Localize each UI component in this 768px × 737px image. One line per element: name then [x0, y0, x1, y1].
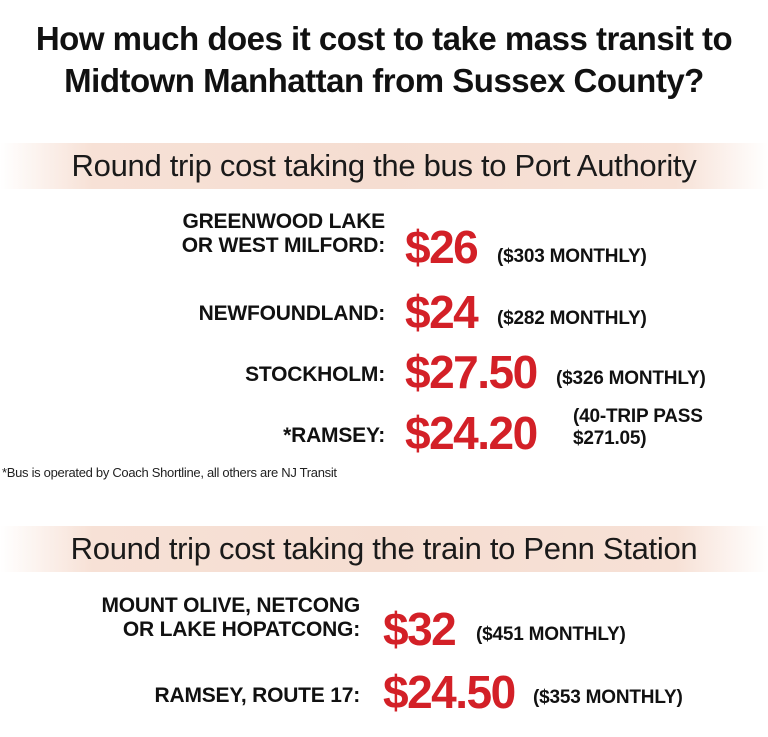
fare-price: $27.50	[405, 346, 538, 398]
fare-label: NEWFOUNDLAND:	[198, 302, 386, 325]
fare-price: $24.50	[383, 666, 516, 718]
bus-footnote: *Bus is operated by Coach Shortline, all…	[2, 465, 337, 480]
fare-monthly: ($303 MONTHLY)	[497, 246, 647, 267]
fare-label: RAMSEY, ROUTE 17:	[154, 684, 361, 707]
fare-monthly: ($326 MONTHLY)	[556, 368, 706, 389]
title-line-2: Midtown Manhattan from Sussex County?	[64, 62, 704, 99]
fare-price: $24	[405, 286, 479, 338]
fare-label: MOUNT OLIVE, NETCONG OR LAKE HOPATCONG:	[101, 594, 360, 641]
fare-monthly: ($282 MONTHLY)	[497, 308, 647, 329]
fare-label: GREENWOOD LAKE OR WEST MILFORD:	[181, 210, 385, 257]
fare-price: $32	[383, 603, 457, 655]
fare-price: $26	[405, 221, 479, 273]
fare-monthly: ($353 MONTHLY)	[533, 687, 683, 708]
fare-monthly: (40-TRIP PASS $271.05)	[573, 406, 703, 449]
fare-monthly: ($451 MONTHLY)	[476, 624, 626, 645]
train-section-heading: Round trip cost taking the train to Penn…	[0, 526, 768, 572]
bus-section-heading: Round trip cost taking the bus to Port A…	[0, 143, 768, 189]
fare-label: *RAMSEY:	[283, 424, 385, 447]
fare-label: STOCKHOLM:	[245, 363, 385, 386]
fare-price: $24.20	[405, 407, 538, 459]
title-line-1: How much does it cost to take mass trans…	[35, 20, 733, 57]
page-title: How much does it cost to take mass trans…	[0, 18, 768, 102]
